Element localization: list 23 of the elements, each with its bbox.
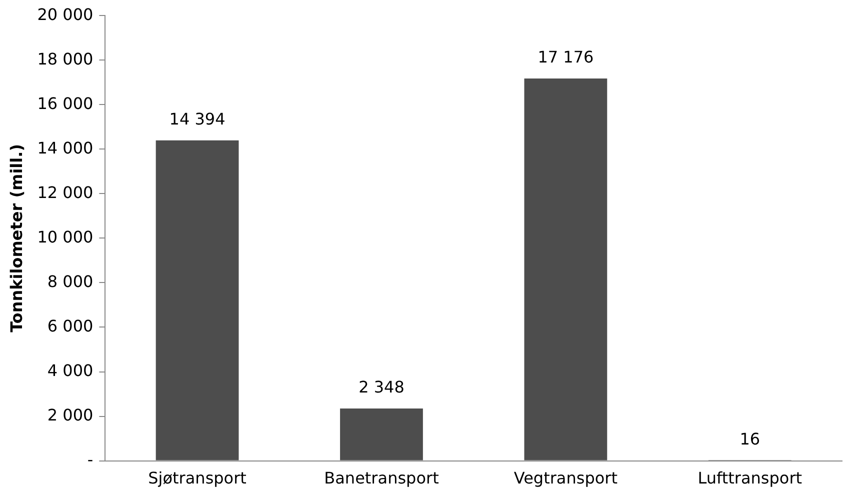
y-tick-label: 2 000 bbox=[47, 405, 94, 424]
x-tick-label: Banetransport bbox=[324, 468, 439, 488]
bar bbox=[524, 78, 608, 460]
y-tick-label: - bbox=[87, 450, 94, 469]
y-tick-label: 12 000 bbox=[37, 182, 94, 202]
data-label: 17 176 bbox=[538, 48, 594, 67]
y-tick-label: 6 000 bbox=[47, 316, 94, 336]
y-axis-title: Tonnkilometer (mill.) bbox=[6, 144, 26, 332]
data-label: 14 394 bbox=[169, 110, 226, 129]
y-tick-label: 18 000 bbox=[37, 49, 94, 68]
y-tick-label: 4 000 bbox=[47, 360, 94, 380]
y-tick-label: 14 000 bbox=[37, 138, 94, 158]
x-tick-label: Sjøtransport bbox=[148, 468, 246, 488]
data-label: 16 bbox=[740, 430, 760, 449]
x-tick-label: Lufttransport bbox=[698, 468, 802, 488]
data-label: 2 348 bbox=[358, 378, 404, 397]
y-tick-label: 10 000 bbox=[37, 227, 94, 246]
bar bbox=[340, 408, 423, 460]
y-tick-label: 8 000 bbox=[47, 272, 94, 291]
x-tick-label: Vegtransport bbox=[514, 468, 618, 488]
y-tick-label: 16 000 bbox=[37, 94, 94, 113]
y-tick-label: 20 000 bbox=[37, 4, 94, 24]
bar bbox=[156, 140, 239, 460]
